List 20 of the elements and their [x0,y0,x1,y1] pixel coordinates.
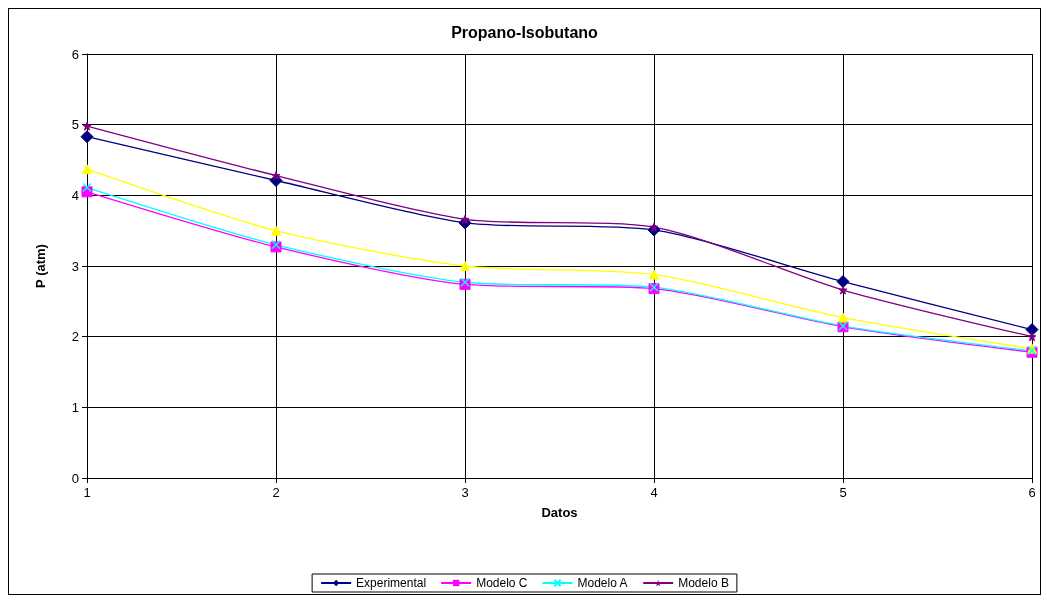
x-axis-title: Datos [541,505,578,520]
legend-label: Modelo B [678,576,729,590]
y-tick-label: 0 [71,470,79,486]
y-axis-title: P (atm) [33,244,48,288]
x-tick-label: 4 [650,485,658,500]
y-tick-label: 2 [71,329,79,345]
y-tick-label: 6 [71,46,79,62]
chart-title: Propano-Isobutano [451,23,599,41]
x-tick-label: 2 [272,485,280,500]
legend-label: Experimental [356,576,427,590]
legend-label: Modelo C [476,576,528,590]
x-tick-label: 3 [461,485,469,500]
x-tick-label: 6 [1028,485,1036,500]
y-tick-label: 1 [71,399,79,415]
y-tick-label: 5 [71,117,79,133]
y-tick-label: 3 [71,258,79,274]
x-tick-label: 5 [839,485,847,500]
y-tick-label: 4 [71,187,79,203]
legend-label: Modelo A [577,576,628,590]
x-tick-label: 1 [83,485,91,500]
